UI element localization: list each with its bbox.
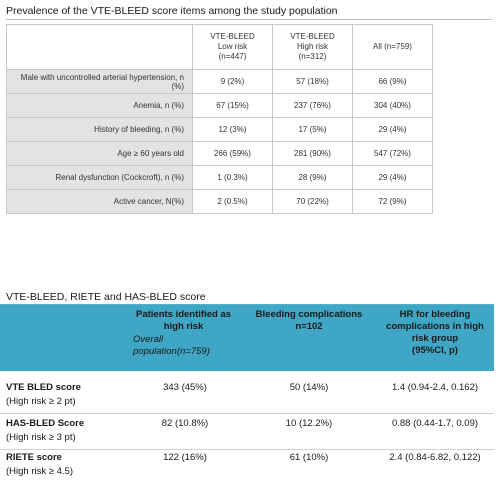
cell-low: 67 (15%) [192, 93, 273, 118]
table1-title: Prevalence of the VTE-BLEED score items … [6, 5, 338, 17]
header-all-line1: All (n=759) [373, 42, 412, 51]
header-high-risk-line3: (n=312) [298, 52, 327, 61]
cell-high: 281 (90%) [272, 141, 353, 166]
row-divider [0, 449, 494, 450]
table-row: Male with uncontrolled arterial hyperten… [6, 69, 433, 94]
header-hr-line3: risk group [411, 333, 459, 344]
header-high-risk-line2: High risk [296, 42, 329, 51]
cell-hazard-ratio: 1.4 (0.94-2.4, 0.162) [391, 382, 479, 393]
score-threshold: (High risk ≥ 3 pt) [6, 432, 76, 443]
header-high-risk: VTE-BLEED High risk (n=312) [272, 24, 353, 70]
header-hr-line2: complications in high [386, 321, 484, 332]
cell-high: 70 (22%) [272, 189, 353, 214]
cell-all: 304 (40%) [352, 93, 433, 118]
prevalence-table: VTE-BLEED Low risk (n=447) VTE-BLEED Hig… [6, 24, 433, 214]
header-bleeding-line1: Bleeding complications [255, 309, 363, 320]
cell-low: 9 (2%) [192, 69, 273, 94]
cell-hazard-ratio: 0.88 (0.44-1.7, 0.09) [391, 418, 479, 429]
row-label: Anemia, n (%) [6, 93, 193, 118]
cell-bleeding-count: 50 (14%) [289, 382, 329, 393]
header-high-risk-line1: VTE-BLEED [290, 32, 335, 41]
cell-all: 29 (4%) [352, 117, 433, 142]
row-label: Age ≥ 60 years old [6, 141, 193, 166]
table2-top-rule [0, 304, 494, 305]
table-row: History of bleeding, n (%) 12 (3%) 17 (5… [6, 117, 433, 142]
cell-high-risk-count: 122 (16%) [163, 452, 207, 463]
cell-low: 12 (3%) [192, 117, 273, 142]
cell-high-risk-count: 82 (10.8%) [161, 418, 209, 429]
row-label: Active cancer, N(%) [6, 189, 193, 214]
table-row: Active cancer, N(%) 2 (0.5%) 70 (22%) 72… [6, 189, 433, 214]
table2-title: VTE-BLEED, RIETE and HAS-BLED score [6, 291, 206, 303]
cell-all: 72 (9%) [352, 189, 433, 214]
header-patients-high-risk: Patients identified as high risk [126, 309, 241, 333]
cell-low: 266 (59%) [192, 141, 273, 166]
cell-hazard-ratio: 2.4 (0.84-6.82, 0.122) [389, 452, 481, 463]
header-bleeding-line2: n=102 [295, 321, 323, 332]
cell-high: 28 (9%) [272, 165, 353, 190]
row-label: Renal dysfunction (Cockcroft), n (%) [6, 165, 193, 190]
cell-low: 1 (0.3%) [192, 165, 273, 190]
header-patients-line1: Patients identified as [135, 309, 232, 320]
table-row: VTE BLED score (High risk ≥ 2 pt) 343 (4… [0, 382, 494, 412]
header-blank-cell [6, 24, 193, 70]
header-bleeding-complications: Bleeding complications n=102 [254, 309, 364, 333]
table-row: Renal dysfunction (Cockcroft), n (%) 1 (… [6, 165, 433, 190]
header-low-risk: VTE-BLEED Low risk (n=447) [192, 24, 273, 70]
header-hazard-ratio: HR for bleeding complications in high ri… [380, 309, 490, 357]
header-low-risk-line1: VTE-BLEED [210, 32, 255, 41]
cell-high: 57 (18%) [272, 69, 353, 94]
table-header-row: VTE-BLEED Low risk (n=447) VTE-BLEED Hig… [6, 24, 433, 70]
cell-high-risk-count: 343 (45%) [163, 382, 207, 393]
header-overall-population: Overall population(n=759) [133, 334, 253, 358]
row-label: Male with uncontrolled arterial hyperten… [6, 69, 193, 94]
cell-bleeding-count: 61 (10%) [289, 452, 329, 463]
score-threshold: (High risk ≥ 4.5) [6, 466, 73, 477]
header-overall-line2: population(n=759) [133, 346, 210, 357]
header-hr-line4: (95%CI, p) [412, 345, 458, 356]
header-low-risk-line3: (n=447) [218, 52, 247, 61]
row-label: History of bleeding, n (%) [6, 117, 193, 142]
table-row: Anemia, n (%) 67 (15%) 237 (76%) 304 (40… [6, 93, 433, 118]
score-name: VTE BLED score [6, 382, 81, 393]
cell-bleeding-count: 10 (12.2%) [285, 418, 333, 429]
header-patients-line2: high risk [163, 321, 204, 332]
table-row: HAS-BLED Score (High risk ≥ 3 pt) 82 (10… [0, 418, 494, 448]
cell-all: 29 (4%) [352, 165, 433, 190]
table-row: RIETE score (High risk ≥ 4.5) 122 (16%) … [0, 452, 494, 482]
header-overall-line1: Overall [133, 334, 164, 345]
cell-all: 547 (72%) [352, 141, 433, 166]
score-threshold: (High risk ≥ 2 pt) [6, 396, 76, 407]
row-divider [0, 413, 494, 414]
header-low-risk-line2: Low risk [217, 42, 248, 51]
table-row: Age ≥ 60 years old 266 (59%) 281 (90%) 5… [6, 141, 433, 166]
cell-all: 66 (9%) [352, 69, 433, 94]
score-name: RIETE score [6, 452, 62, 463]
score-table-header: Patients identified as high risk Overall… [0, 305, 494, 371]
header-all: All (n=759) [352, 24, 433, 70]
score-name: HAS-BLED Score [6, 418, 85, 429]
cell-low: 2 (0.5%) [192, 189, 273, 214]
cell-high: 237 (76%) [272, 93, 353, 118]
cell-high: 17 (5%) [272, 117, 353, 142]
title-divider [6, 19, 492, 20]
header-hr-line1: HR for bleeding [399, 309, 471, 320]
